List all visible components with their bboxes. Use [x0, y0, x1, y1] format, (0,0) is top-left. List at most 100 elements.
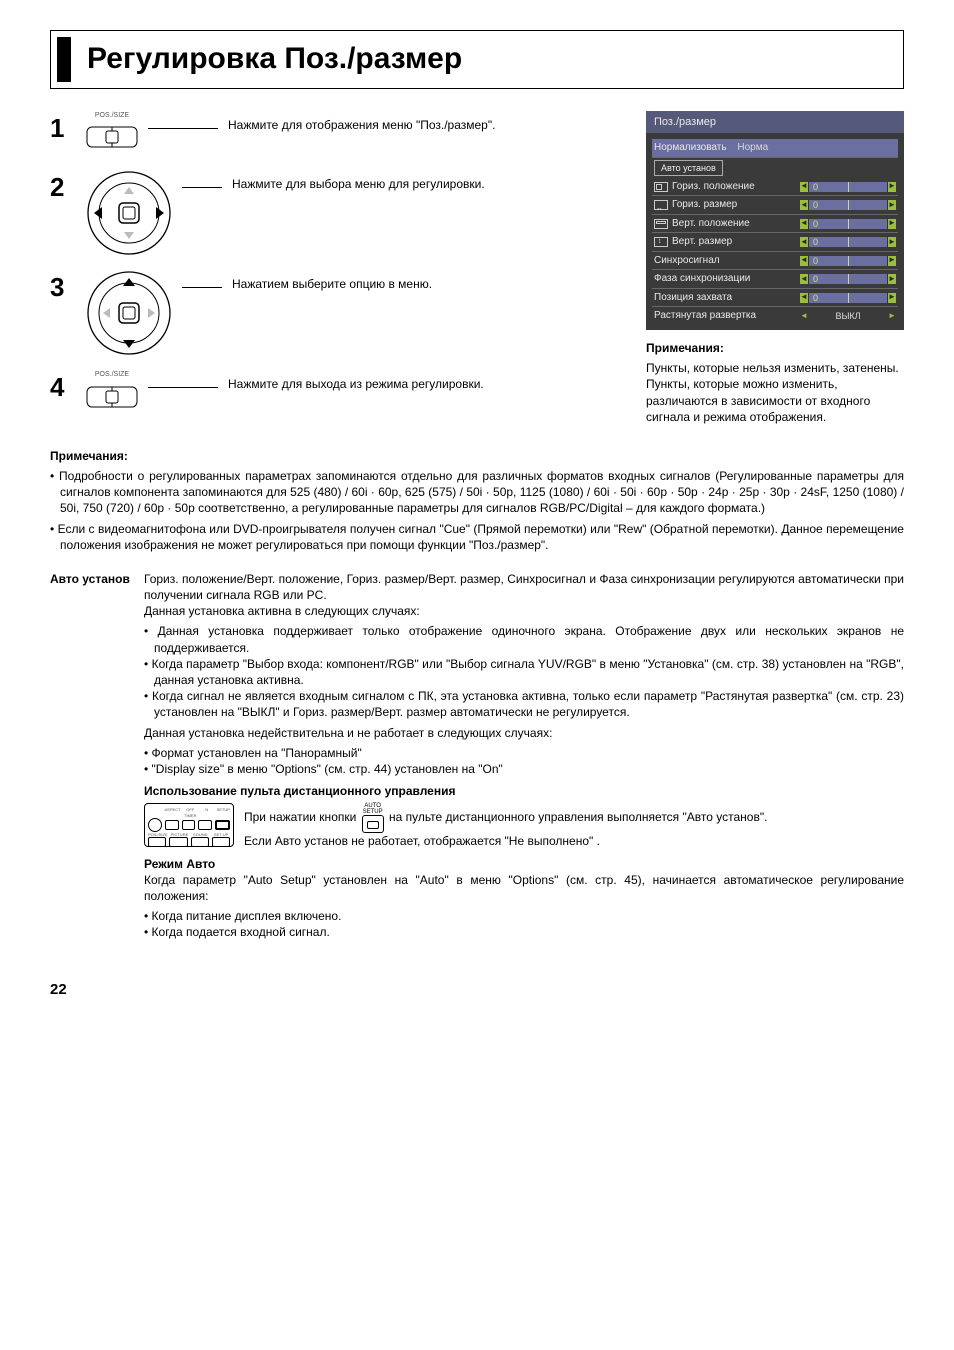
list-item: Когда параметр "Выбор входа: компонент/R…: [144, 656, 904, 688]
list-item: Когда питание дисплея включено.: [144, 908, 904, 924]
osd-slider[interactable]: ◄ 0 ►: [800, 182, 896, 192]
h-size-icon: ↔: [654, 200, 668, 210]
page-number: 22: [50, 980, 904, 1000]
osd-normalize-label: Нормализовать: [654, 141, 727, 155]
osd-normalize-row: Нормализовать Норма: [652, 139, 898, 157]
list-item: Когда сигнал не является входным сигнало…: [144, 688, 904, 720]
leader-line: [148, 128, 218, 129]
leader-line: [182, 187, 222, 188]
left-arrow-icon: ◄: [800, 200, 808, 210]
left-arrow-icon: ◄: [800, 274, 808, 284]
step-description: Нажатием выберите опцию в меню.: [232, 270, 616, 292]
auto-setup-details: Данная установка активна в следующих слу…: [144, 603, 904, 940]
osd-slider-value: 0: [813, 199, 818, 211]
osd-slider-row: Фаза синхронизации ◄0►: [652, 269, 898, 288]
leader-line: [148, 387, 218, 388]
auto-setup-section: Авто установГориз. положение/Верт. полож…: [50, 571, 904, 941]
step-description: Нажмите для выбора меню для регулировки.: [232, 170, 616, 192]
pos-size-button-icon: POS./SIZE: [86, 370, 138, 416]
dpad-up-down-icon: [86, 270, 172, 356]
steps-column: 1 POS./SIZE Нажмите для отображения меню…: [50, 111, 616, 430]
remote-control-icon: ASPECTOFF TIMERNSETUP POS./SIZEPICTURESO…: [144, 803, 234, 847]
page-title-box: Регулировка Поз./размер: [50, 30, 904, 89]
osd-row-label: Позиция захвата: [654, 291, 796, 305]
right-column: Поз./размер Нормализовать Норма Авто уст…: [646, 111, 904, 430]
left-arrow-icon: ◄: [800, 256, 808, 266]
osd-slider-value: 0: [813, 181, 818, 193]
step-3: 3 Нажатием выберите опцию в меню.: [50, 270, 616, 356]
osd-row-label: Гориз. положение: [654, 180, 796, 194]
left-arrow-icon: ◄: [800, 237, 808, 247]
title-accent-bar: [57, 37, 71, 82]
osd-slider[interactable]: ◄0►: [800, 274, 896, 284]
auto-invalid-list: Формат установлен на "Панорамный" "Displ…: [144, 745, 904, 777]
osd-overscan-value: ВЫКЛ: [808, 310, 888, 322]
osd-slider-value: 0: [813, 236, 818, 248]
osd-overscan-row: Растянутая развертка ◄ ВЫКЛ ►: [652, 306, 898, 325]
left-arrow-icon: ◄: [800, 219, 808, 229]
osd-panel: Поз./размер Нормализовать Норма Авто уст…: [646, 111, 904, 330]
osd-slider[interactable]: ◄0►: [800, 237, 896, 247]
right-note: Примечания: Пункты, которые нельзя измен…: [646, 340, 904, 425]
osd-slider-row: Верт. положение◄0►: [652, 214, 898, 233]
auto-mode-heading: Режим Авто: [144, 856, 904, 872]
auto-setup-button-icon: [362, 815, 384, 833]
osd-slider[interactable]: ◄0►: [800, 293, 896, 303]
dpad-left-right-icon: [86, 170, 172, 256]
v-pos-icon: [654, 219, 668, 229]
osd-row-label: ↔Гориз. размер: [654, 198, 796, 212]
osd-slider[interactable]: ◄0►: [800, 256, 896, 266]
auto-invalid-intro: Данная установка недействительна и не ра…: [144, 725, 904, 741]
osd-slider[interactable]: ◄0►: [800, 200, 896, 210]
notes-heading: Примечания:: [50, 448, 904, 464]
auto-active-intro: Данная установка активна в следующих слу…: [144, 603, 904, 619]
step-1: 1 POS./SIZE Нажмите для отображения меню…: [50, 111, 616, 157]
right-arrow-icon: ►: [888, 219, 896, 229]
auto-setup-lead: Авто установГориз. положение/Верт. полож…: [50, 571, 904, 603]
osd-slider[interactable]: ◄0►: [800, 219, 896, 229]
left-arrow-icon: ◄: [800, 293, 808, 303]
remote-block: ASPECTOFF TIMERNSETUP POS./SIZEPICTURESO…: [144, 803, 904, 849]
osd-overscan-value-control[interactable]: ◄ ВЫКЛ ►: [800, 310, 896, 322]
list-item: Формат установлен на "Панорамный": [144, 745, 904, 761]
list-item: "Display size" в меню "Options" (см. стр…: [144, 761, 904, 777]
step-number: 2: [50, 170, 76, 205]
auto-mode-list: Когда питание дисплея включено. Когда по…: [144, 908, 904, 940]
osd-title: Поз./размер: [646, 111, 904, 134]
remote-line-2: Если Авто установ не работает, отображае…: [144, 833, 904, 849]
auto-setup-label: Авто установ: [50, 571, 144, 587]
step-number: 1: [50, 111, 76, 146]
osd-slider-row: Позиция захвата ◄0►: [652, 288, 898, 307]
page-title: Регулировка Поз./размер: [71, 31, 478, 88]
note-body: Пункты, которые нельзя изменить, затенен…: [646, 360, 904, 425]
right-arrow-icon: ►: [888, 293, 896, 303]
osd-auto-button[interactable]: Авто установ: [654, 160, 723, 176]
osd-slider-row: ↕Верт. размер◄0►: [652, 232, 898, 251]
list-item: Когда подается входной сигнал.: [144, 924, 904, 940]
osd-overscan-label: Растянутая развертка: [654, 309, 796, 323]
step-2: 2 Нажмите для выбора меню для регулировк…: [50, 170, 616, 256]
remote-heading: Использование пульта дистанционного упра…: [144, 783, 904, 799]
right-arrow-icon: ►: [888, 182, 896, 192]
step-number: 4: [50, 370, 76, 405]
left-arrow-icon: ◄: [800, 182, 808, 192]
h-pos-icon: [654, 182, 668, 192]
list-item: Данная установка поддерживает только ото…: [144, 623, 904, 655]
notes-list: Подробности о регулированных параметрах …: [50, 468, 904, 553]
osd-normalize-value: Норма: [737, 141, 768, 155]
step-number: 3: [50, 270, 76, 305]
note-item: Если с видеомагнитофона или DVD-проигрыв…: [50, 521, 904, 553]
pos-size-button-icon: POS./SIZE: [86, 111, 138, 157]
remote-line-1: При нажатии кнопки AUTO SETUP на пульте …: [144, 803, 904, 833]
osd-slider-value: 0: [813, 255, 818, 267]
osd-row-label: Фаза синхронизации: [654, 272, 796, 286]
left-arrow-icon: ◄: [800, 311, 808, 321]
auto-setup-lead-text: Гориз. положение/Верт. положение, Гориз.…: [144, 572, 904, 602]
osd-auto-row: Авто установ: [652, 157, 898, 178]
osd-row-label: Синхросигнал: [654, 254, 796, 268]
step-description: Нажмите для отображения меню "Поз./разме…: [228, 111, 616, 133]
notes-section: Примечания: Подробности о регулированных…: [50, 448, 904, 553]
auto-mode-body: Когда параметр "Auto Setup" установлен н…: [144, 872, 904, 904]
v-size-icon: ↕: [654, 237, 668, 247]
auto-active-list: Данная установка поддерживает только ото…: [144, 623, 904, 720]
